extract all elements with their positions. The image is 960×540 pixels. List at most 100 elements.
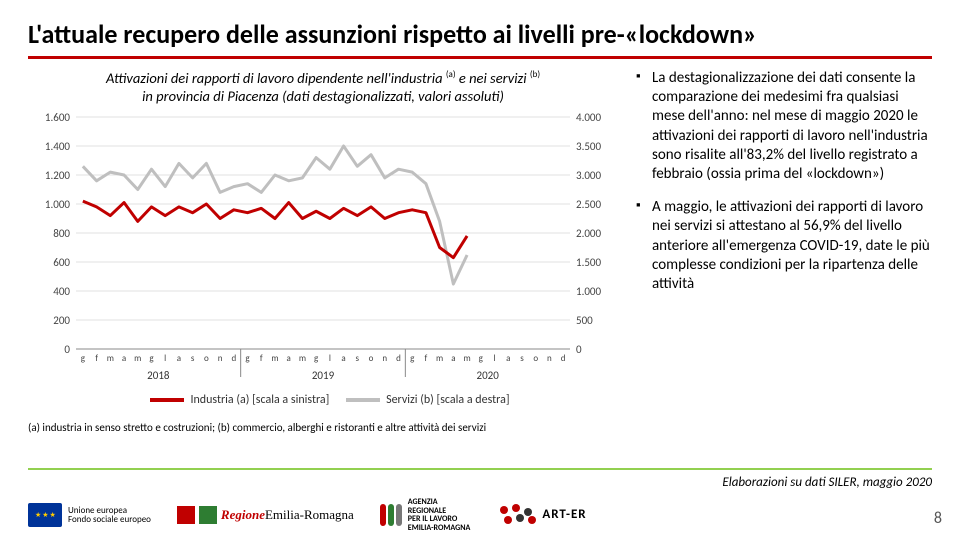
svg-text:500: 500 <box>576 314 593 327</box>
art-logo: ART-ER <box>496 504 586 526</box>
page-title: L'attuale recupero delle assunzioni risp… <box>28 18 932 50</box>
svg-text:2.500: 2.500 <box>576 198 602 211</box>
slide: L'attuale recupero delle assunzioni risp… <box>0 0 960 540</box>
svg-text:g: g <box>479 353 484 364</box>
agenzia-text: AGENZIA REGIONALE PER IL LAVORO EMILIA-R… <box>408 498 471 532</box>
page-number: 8 <box>934 509 942 528</box>
legend-label-a: Industria (a) [scala a sinistra] <box>190 393 329 407</box>
eu-logo: Unione europeaFondo sociale europeo <box>28 503 151 527</box>
svg-text:n: n <box>547 353 552 364</box>
svg-text:f: f <box>95 353 98 364</box>
bullet-list: La destagionalizzazione dei dati consent… <box>636 69 932 294</box>
svg-text:a: a <box>341 353 345 364</box>
svg-text:s: s <box>356 353 360 364</box>
svg-text:a: a <box>451 353 455 364</box>
legend-label-b: Servizi (b) [scala a destra] <box>386 393 509 407</box>
svg-text:a: a <box>177 353 181 364</box>
svg-text:600: 600 <box>53 256 70 269</box>
svg-text:n: n <box>218 353 223 364</box>
svg-text:g: g <box>81 353 86 364</box>
svg-text:o: o <box>533 353 538 364</box>
svg-text:g: g <box>314 353 319 364</box>
svg-text:o: o <box>369 353 374 364</box>
agenzia-icon <box>380 504 402 526</box>
footer-rule <box>28 468 932 470</box>
rer-name: Emilia-Romagna <box>265 507 354 522</box>
agz-l4: EMILIA-ROMAGNA <box>408 524 471 532</box>
rer-text: RegioneEmilia-Romagna <box>221 508 354 522</box>
svg-text:200: 200 <box>53 314 70 327</box>
svg-text:g: g <box>245 353 250 364</box>
svg-text:g: g <box>410 353 415 364</box>
agz-bar3 <box>396 504 402 526</box>
text-column: La destagionalizzazione dei dati consent… <box>636 69 932 434</box>
chart-title-1a: Attivazioni dei rapporti di lavoro dipen… <box>106 69 446 87</box>
svg-text:3.000: 3.000 <box>576 169 602 182</box>
svg-text:a: a <box>122 353 126 364</box>
eu-flag-icon <box>28 503 62 527</box>
svg-text:m: m <box>271 353 278 364</box>
agz-bar2 <box>388 504 394 526</box>
svg-text:s: s <box>520 353 524 364</box>
logo-row: Unione europeaFondo sociale europeo Regi… <box>28 498 587 532</box>
svg-text:m: m <box>107 353 114 364</box>
art-text: ART-ER <box>542 508 586 522</box>
art-icon <box>496 504 536 526</box>
svg-text:1.500: 1.500 <box>576 256 602 269</box>
art-dot <box>504 516 512 524</box>
art-dot <box>516 514 524 522</box>
svg-text:m: m <box>436 353 443 364</box>
rer-logo: RegioneEmilia-Romagna <box>177 506 354 524</box>
svg-text:d: d <box>231 353 236 364</box>
svg-text:o: o <box>204 353 209 364</box>
source-text: Elaborazioni su dati SILER, maggio 2020 <box>722 475 932 490</box>
svg-text:s: s <box>191 353 195 364</box>
svg-text:0: 0 <box>576 343 582 356</box>
rer-region: Regione <box>221 507 265 522</box>
chart-sup-b: (b) <box>530 69 540 80</box>
eu-text: Unione europeaFondo sociale europeo <box>68 506 151 525</box>
svg-text:l: l <box>329 353 331 364</box>
legend-swatch-a <box>150 398 184 402</box>
chart-title-1b: e nei servizi <box>456 69 530 87</box>
chart-legend: Industria (a) [scala a sinistra] Servizi… <box>28 393 618 407</box>
chart-footnote: (a) industria in senso stretto e costruz… <box>28 421 618 434</box>
svg-text:2018: 2018 <box>147 369 170 382</box>
chart-svg: 02004006008001.0001.2001.4001.60005001.0… <box>28 109 618 389</box>
svg-text:2020: 2020 <box>477 369 500 382</box>
svg-text:l: l <box>164 353 166 364</box>
svg-text:2.000: 2.000 <box>576 227 602 240</box>
svg-text:0: 0 <box>64 343 70 356</box>
svg-text:m: m <box>299 353 306 364</box>
rer-sq1-icon <box>177 506 195 524</box>
svg-text:1.600: 1.600 <box>45 111 71 124</box>
art-dot <box>512 504 520 512</box>
svg-text:m: m <box>463 353 470 364</box>
chart-sup-a: (a) <box>446 69 456 80</box>
svg-text:m: m <box>134 353 141 364</box>
svg-text:1.000: 1.000 <box>576 285 602 298</box>
svg-text:1.200: 1.200 <box>45 169 71 182</box>
agz-bar1 <box>380 504 386 526</box>
art-dot <box>500 506 508 514</box>
bullet-item: A maggio, le attivazioni dei rapporti di… <box>636 198 932 294</box>
title-rule <box>28 56 932 59</box>
svg-text:f: f <box>260 353 263 364</box>
svg-text:2019: 2019 <box>312 369 335 382</box>
chart-column: Attivazioni dei rapporti di lavoro dipen… <box>28 69 618 434</box>
svg-text:800: 800 <box>53 227 70 240</box>
svg-text:4.000: 4.000 <box>576 111 602 124</box>
svg-text:400: 400 <box>53 285 70 298</box>
svg-text:d: d <box>396 353 401 364</box>
chart-title: Attivazioni dei rapporti di lavoro dipen… <box>28 69 618 105</box>
svg-text:a: a <box>287 353 291 364</box>
legend-swatch-b <box>346 398 380 402</box>
art-dot <box>524 508 532 516</box>
svg-text:a: a <box>506 353 510 364</box>
content-row: Attivazioni dei rapporti di lavoro dipen… <box>28 69 932 434</box>
chart-title-2: in provincia di Piacenza (dati destagion… <box>142 87 504 105</box>
svg-text:d: d <box>561 353 566 364</box>
agenzia-logo: AGENZIA REGIONALE PER IL LAVORO EMILIA-R… <box>380 498 471 532</box>
rer-sq2-icon <box>199 506 217 524</box>
svg-text:1.000: 1.000 <box>45 198 71 211</box>
